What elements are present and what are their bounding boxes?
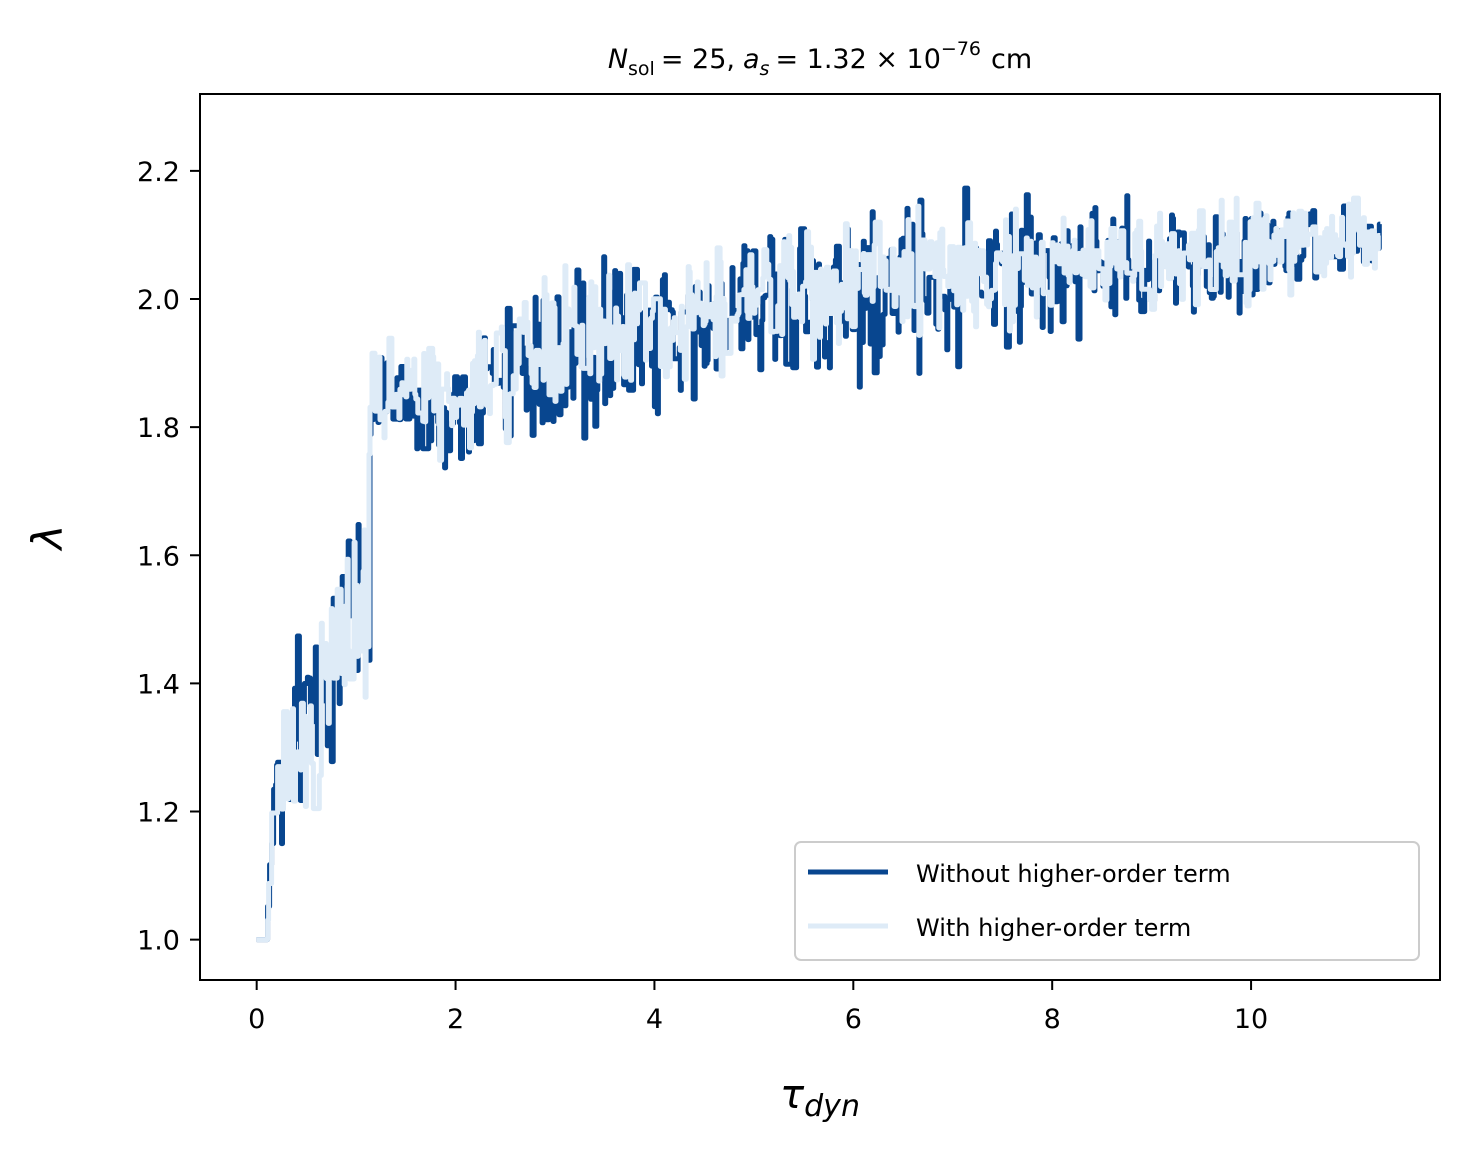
ticks-layer: 0 2 4 6 8 10 1.0 1.2 1.4 1.6 1.8 2.0 2.2 — [137, 157, 1268, 1035]
y-tick-label: 2.2 — [137, 157, 180, 188]
y-tick-label: 1.6 — [137, 541, 180, 572]
x-axis-label-sub: dyn — [804, 1089, 860, 1124]
x-axis-label: τdyn — [780, 1072, 860, 1124]
legend-box — [794, 841, 1420, 961]
title-a-value: = 1.32 × 10 — [775, 44, 940, 75]
x-tick-label: 4 — [646, 1004, 663, 1035]
x-tick-label: 2 — [447, 1004, 464, 1035]
title-n-value: = 25, — [661, 44, 735, 75]
y-tick-label: 1.0 — [137, 926, 180, 957]
title-n-symbol: N — [608, 44, 628, 75]
title-a-unit: cm — [991, 44, 1032, 75]
series-line-with-higher-order — [255, 195, 1382, 943]
legend: Without higher-order term With higher-or… — [794, 841, 1420, 961]
title-a-symbol: a — [743, 44, 760, 75]
title-n-sub: sol — [628, 58, 655, 80]
y-axis-label: λ — [23, 525, 72, 552]
y-tick-label: 1.2 — [137, 798, 180, 829]
chart-title: Nsol = 25, as = 1.32 × 10−76 cm — [608, 38, 1032, 80]
series-layer — [255, 185, 1382, 943]
x-tick-label: 6 — [845, 1004, 862, 1035]
y-tick-label: 1.8 — [137, 413, 180, 444]
title-a-sub: s — [760, 58, 770, 80]
x-tick-label: 10 — [1234, 1004, 1268, 1035]
legend-label-without: Without higher-order term — [916, 860, 1231, 888]
y-tick-label: 2.0 — [137, 285, 180, 316]
x-tick-label: 8 — [1044, 1004, 1061, 1035]
title-a-exp: −76 — [941, 38, 981, 60]
legend-label-with: With higher-order term — [916, 914, 1191, 942]
y-tick-label: 1.4 — [137, 669, 180, 700]
x-tick-label: 0 — [248, 1004, 265, 1035]
x-axis-label-symbol: τ — [780, 1072, 805, 1118]
